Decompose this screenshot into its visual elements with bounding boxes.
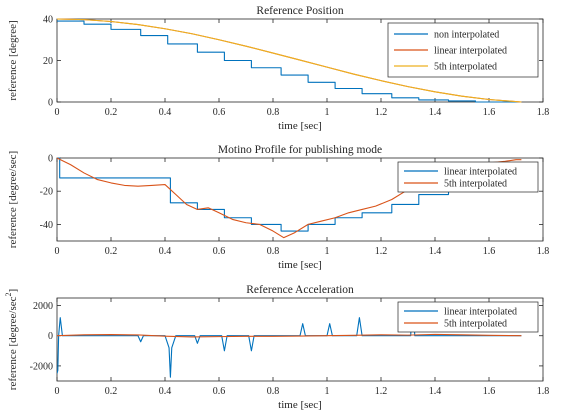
x-tick-label: 1.6: [483, 386, 496, 397]
y-axis-label: reference [degree]: [7, 20, 19, 100]
series-line-1: [57, 333, 522, 338]
chart-panel-0: 0 0.2 0.4 0.6 0.8 1 1.2 1.4 1.6 1.8 0 20 40 Reference…: [7, 5, 549, 132]
x-tick-label: 0.2: [105, 107, 118, 118]
x-tick-label: 1: [325, 386, 330, 397]
x-tick-label: 1.6: [483, 246, 496, 257]
y-tick-label: 40: [43, 15, 53, 26]
y-axis-label: reference [degree/sec]: [7, 151, 19, 248]
x-tick-label: 1.4: [429, 107, 442, 118]
y-tick-label: 2000: [33, 301, 53, 312]
y-tick-label: 0: [48, 154, 53, 165]
legend-label: 5th interpolated: [444, 319, 507, 330]
x-axis-label: time [sec]: [278, 259, 322, 271]
x-axis-label: time [sec]: [278, 399, 322, 411]
legend-label: 5th interpolated: [434, 62, 497, 73]
x-tick-label: 0: [55, 246, 60, 257]
legend-label: linear interpolated: [444, 167, 517, 178]
chart-panel-2: 0 0.2 0.4 0.6 0.8 1 1.2 1.4 1.6 1.8 -2000 0 2000 Refe…: [4, 284, 549, 411]
x-tick-label: 0.6: [213, 386, 226, 397]
series-line-0: [57, 301, 522, 378]
x-tick-label: 0.4: [159, 386, 172, 397]
x-tick-label: 0.8: [267, 107, 280, 118]
legend-box: [397, 161, 539, 193]
x-tick-label: 1.4: [429, 246, 442, 257]
legend-label: linear interpolated: [434, 46, 507, 57]
x-tick-label: 1.2: [375, 246, 388, 257]
x-tick-label: 1.4: [429, 386, 442, 397]
x-tick-label: 0: [55, 386, 60, 397]
y-tick-label: -40: [40, 220, 53, 231]
legend-label: 5th interpolated: [444, 179, 507, 190]
legend-box: [397, 301, 539, 333]
chart-title: Reference Acceleration: [246, 284, 354, 296]
legend-label: linear interpolated: [444, 307, 517, 318]
x-tick-label: 0.4: [159, 246, 172, 257]
y-tick-label: 0: [48, 98, 53, 109]
x-tick-label: 1.8: [537, 107, 550, 118]
x-tick-label: 0.6: [213, 246, 226, 257]
x-tick-label: 0.2: [105, 386, 118, 397]
y-tick-label: -20: [40, 187, 53, 198]
x-tick-label: 1.8: [537, 386, 550, 397]
x-tick-label: 0.6: [213, 107, 226, 118]
series-group: [57, 18, 522, 103]
x-tick-label: 1.2: [375, 386, 388, 397]
x-tick-label: 1: [325, 107, 330, 118]
x-tick-label: 0.4: [159, 107, 172, 118]
x-tick-label: 1.6: [483, 107, 496, 118]
y-axis-label-superscript: 2: [4, 292, 13, 296]
y-tick-label: 0: [48, 331, 53, 342]
chart-title: Reference Position: [256, 5, 343, 17]
y-tick-label: 20: [43, 56, 53, 67]
chart-panel-1: 0 0.2 0.4 0.6 0.8 1 1.2 1.4 1.6 1.8 -40 -20 0 Motino …: [7, 144, 549, 271]
x-axis-label: time [sec]: [278, 120, 322, 132]
series-line-2: [57, 18, 522, 103]
x-tick-label: 1: [325, 246, 330, 257]
x-tick-label: 0.8: [267, 386, 280, 397]
series-group: [57, 301, 522, 378]
x-tick-label: 0.8: [267, 246, 280, 257]
x-tick-label: 1.8: [537, 246, 550, 257]
x-tick-label: 0.2: [105, 246, 118, 257]
x-tick-label: 1.2: [375, 107, 388, 118]
chart-title: Motino Profile for publishing mode: [218, 144, 382, 156]
legend: non interpolated linear interpolated 5th i…: [387, 22, 539, 78]
y-axis-label-suffix: ]: [7, 289, 19, 293]
y-tick-label: -2000: [30, 361, 53, 372]
legend-label: non interpolated: [434, 30, 499, 41]
y-axis-label: reference [degree/sec2]: [4, 289, 19, 390]
series-line-0: [57, 157, 522, 232]
x-tick-label: 0: [55, 107, 60, 118]
series-line-0: [57, 20, 522, 103]
